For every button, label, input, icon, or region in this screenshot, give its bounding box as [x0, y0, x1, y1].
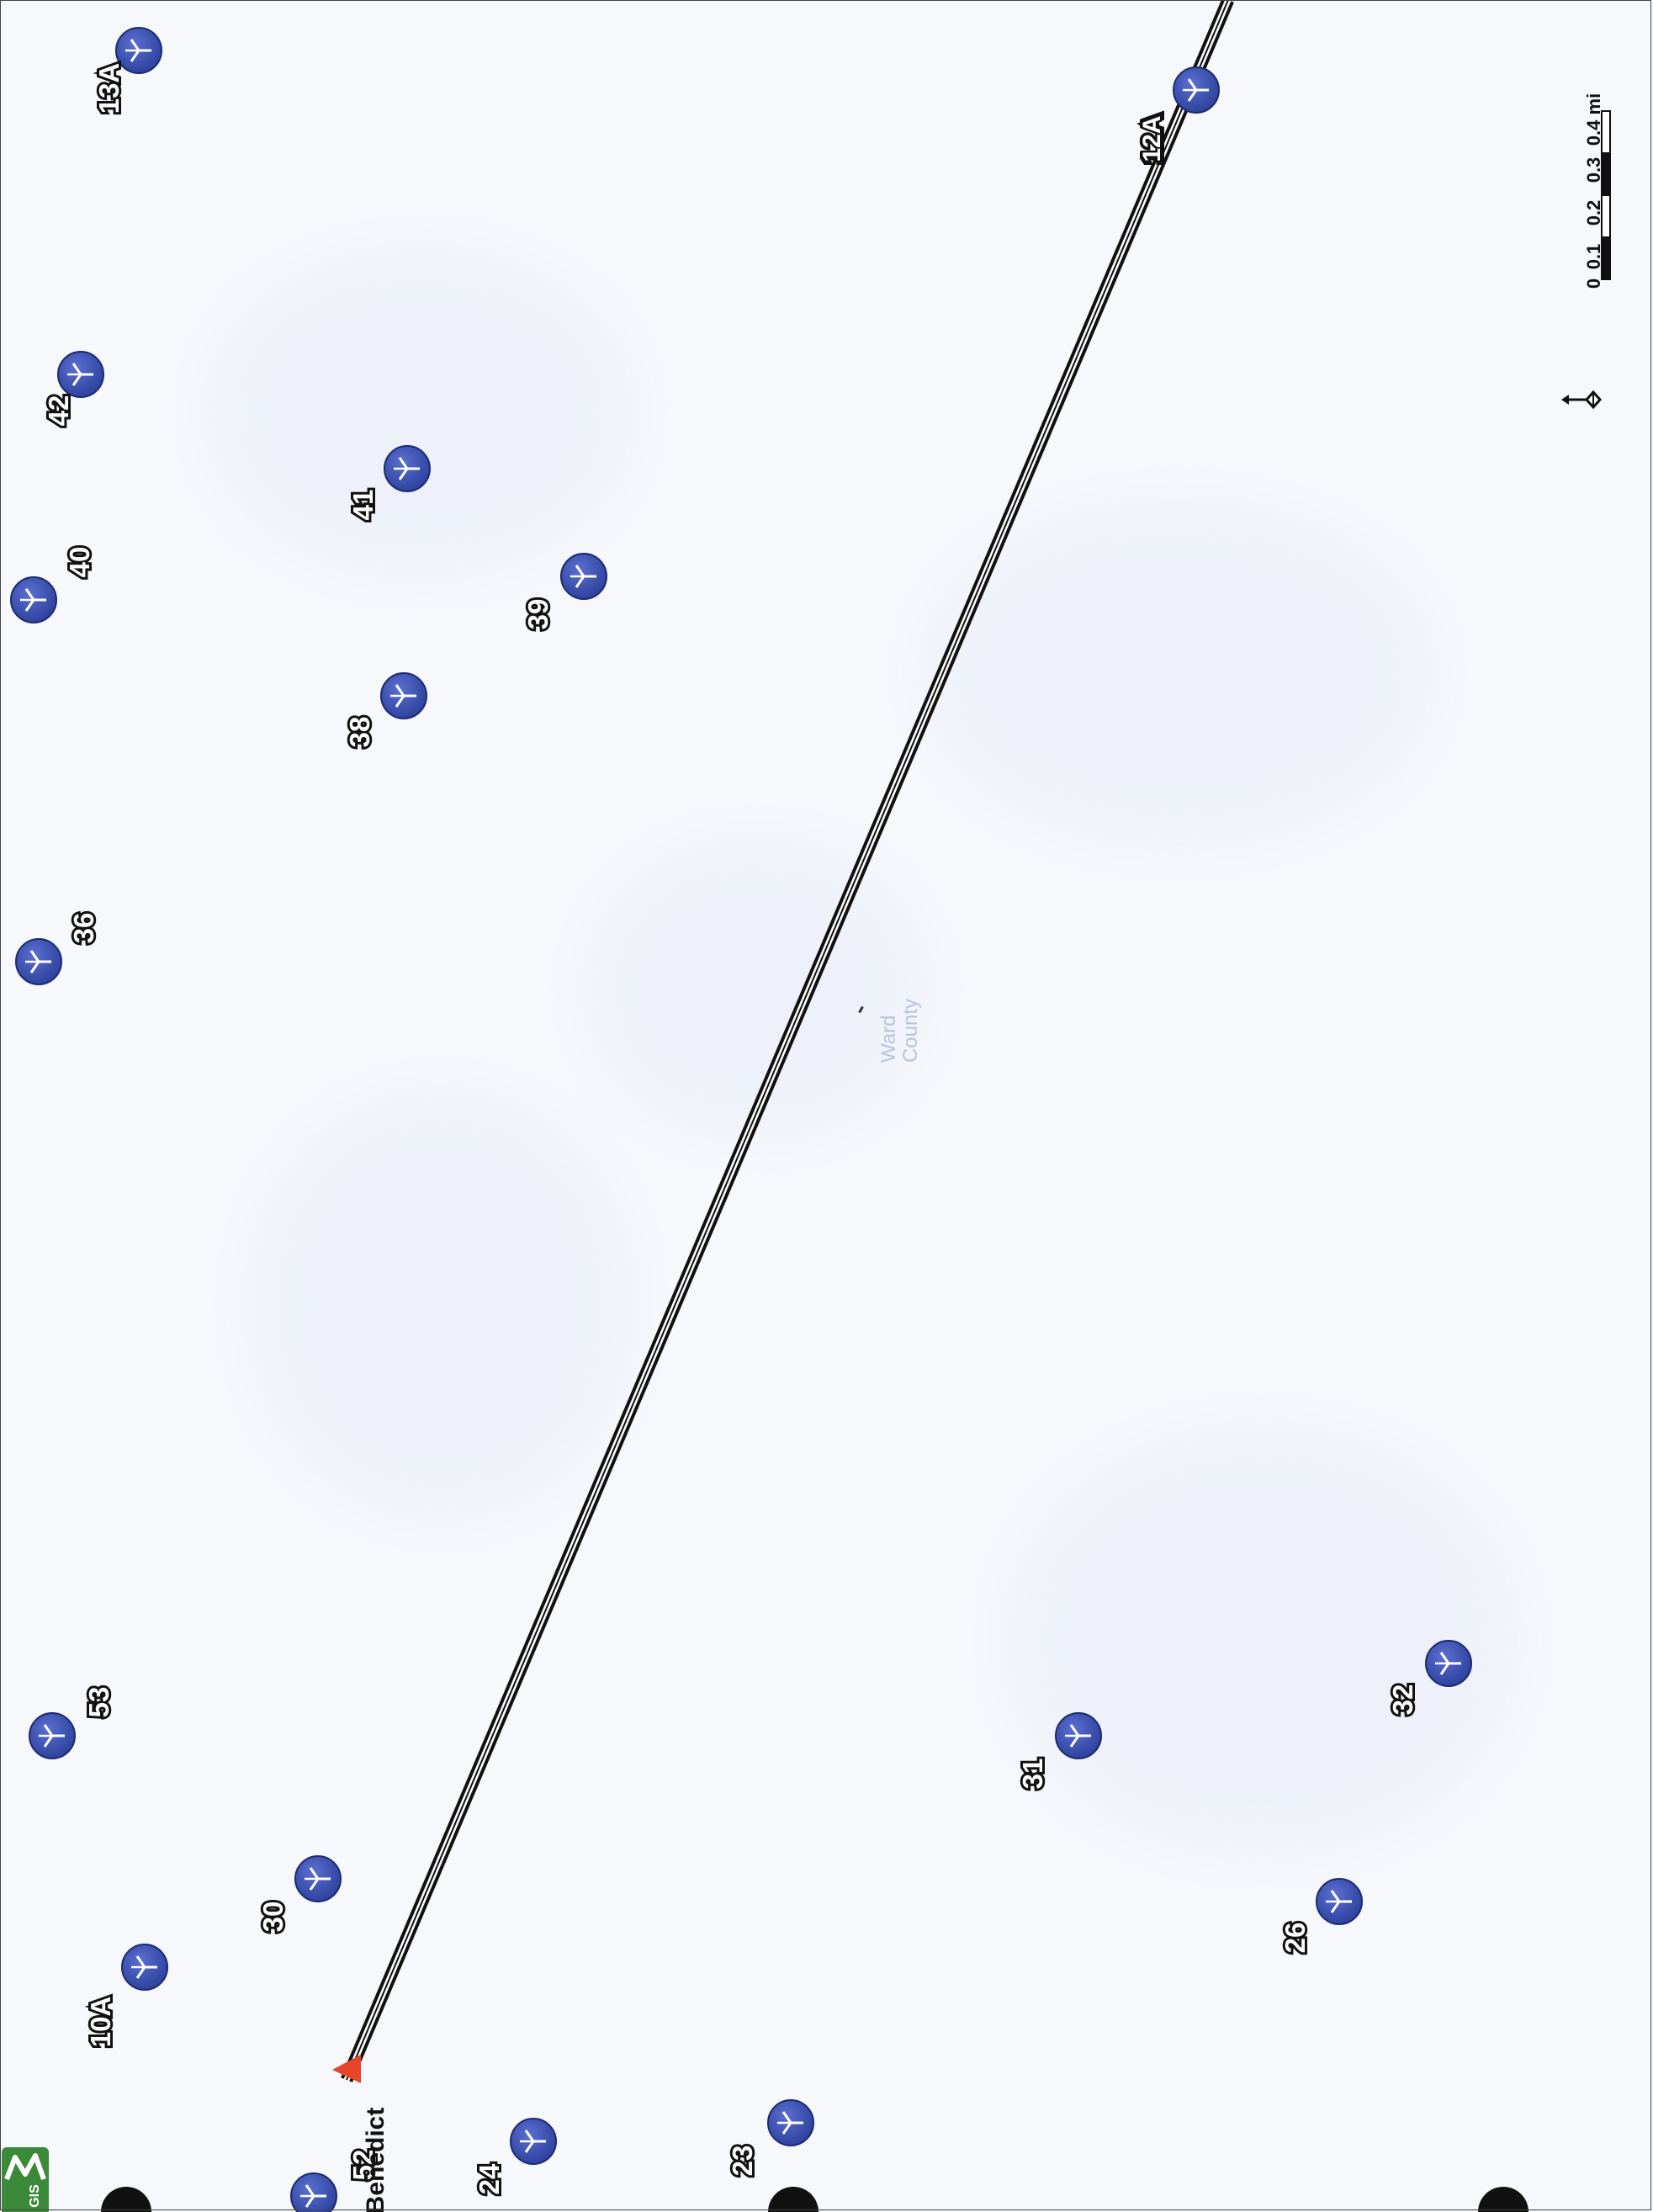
north-arrow-icon [1561, 383, 1603, 421]
terrain-shade [252, 1094, 631, 1514]
wind-turbine-icon[interactable] [1314, 1876, 1364, 1927]
gis-logo-icon: GIS [2, 2147, 49, 2212]
wind-turbine-icon[interactable] [559, 551, 609, 602]
wind-turbine-icon[interactable] [119, 1942, 170, 1992]
wind-turbine-icon[interactable] [379, 671, 429, 721]
terrain-shade [589, 841, 925, 1136]
wind-turbine-icon[interactable] [8, 575, 59, 625]
wind-turbine-icon[interactable] [293, 1854, 343, 1904]
wind-turbine-icon[interactable] [56, 349, 106, 400]
wind-turbine-icon[interactable] [13, 936, 64, 987]
wind-turbine-icon[interactable] [508, 2116, 559, 2167]
terrain-shade [210, 252, 631, 572]
terrain-shade [1009, 1430, 1514, 1851]
wind-turbine-icon[interactable] [1053, 1711, 1104, 1761]
wind-turbine-icon[interactable] [27, 1711, 77, 1761]
terrain-shade [925, 505, 1430, 841]
wind-turbine-icon[interactable] [1423, 1638, 1474, 1689]
wind-turbine-icon[interactable] [289, 2171, 339, 2212]
wind-turbine-icon[interactable] [382, 443, 432, 494]
wind-turbine-icon[interactable] [766, 2098, 816, 2148]
wind-turbine-icon[interactable] [114, 25, 164, 76]
wind-turbine-icon[interactable] [1171, 65, 1221, 115]
